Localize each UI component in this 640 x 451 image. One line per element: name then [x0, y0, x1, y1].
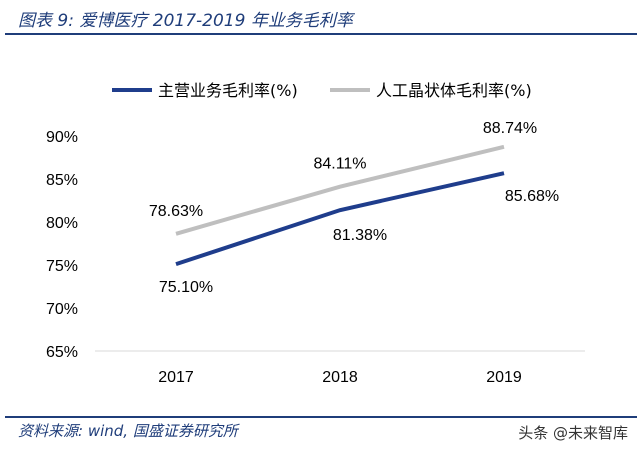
title-divider [5, 33, 637, 35]
data-label: 85.68% [505, 188, 559, 205]
legend-label: 人工晶状体毛利率(%) [376, 81, 532, 100]
data-label: 78.63% [149, 203, 203, 220]
series-line-1 [175, 171, 505, 267]
y-tick-label: 80% [46, 215, 78, 232]
y-tick-label: 65% [46, 344, 78, 361]
legend-label: 主营业务毛利率(%) [158, 81, 298, 100]
x-tick-label: 2019 [486, 369, 522, 386]
y-tick-label: 90% [46, 129, 78, 146]
x-tick-label: 2017 [158, 369, 194, 386]
watermark: 头条 @未来智库 [518, 424, 628, 442]
data-label: 75.10% [159, 279, 213, 296]
y-tick-label: 85% [46, 172, 78, 189]
series-line-2 [175, 144, 505, 236]
data-label: 81.38% [333, 227, 387, 244]
x-tick-label: 2018 [322, 369, 358, 386]
data-label: 88.74% [483, 120, 537, 137]
figure-title: 图表 9: 爱博医疗 2017-2019 年业务毛利率 [18, 11, 353, 31]
footer-divider [5, 416, 637, 418]
y-tick-label: 70% [46, 301, 78, 318]
data-label: 84.11% [313, 156, 366, 173]
y-tick-label: 75% [46, 258, 78, 275]
source-note: 资料来源: wind, 国盛证券研究所 [18, 422, 238, 440]
